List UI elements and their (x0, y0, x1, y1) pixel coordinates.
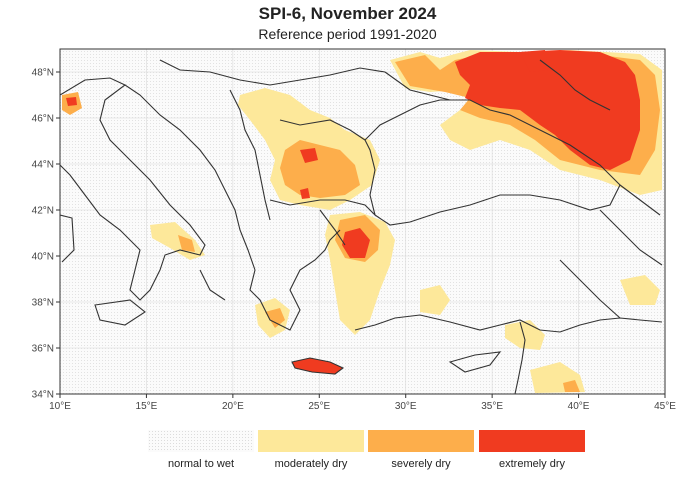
legend-swatch-moderate (258, 430, 364, 452)
y-tick-label-6: 46°N (32, 114, 54, 125)
legend-item-extreme: extremely dry (479, 430, 585, 470)
x-tick-label-2: 20°E (222, 401, 244, 412)
extreme-dry-alps (66, 97, 77, 106)
x-tick-label-4: 30°E (395, 401, 417, 412)
spi-map: 10°E 15°E 20°E 25°E 30°E 35°E 40°E 45°E 34°N 36°… (32, 48, 676, 412)
extreme-dry-ukraine (455, 50, 640, 170)
y-axis: 34°N 36°N 38°N 40°N 42°N 44°N 46°N 48°N (32, 68, 60, 401)
extreme-dry-kursk (520, 50, 548, 72)
map-subtitle: Reference period 1991-2020 (258, 26, 437, 42)
extreme-dry-balkans-2 (300, 188, 310, 199)
legend-label-normal: normal to wet (167, 458, 235, 470)
moderate-dry-east-turkey (620, 275, 660, 305)
legend-item-severe: severely dry (368, 430, 474, 470)
legend-label-extreme: extremely dry (498, 458, 566, 470)
y-tick-label-3: 40°N (32, 252, 54, 263)
y-tick-label-2: 38°N (32, 298, 54, 309)
legend-item-normal: normal to wet (148, 430, 254, 470)
legend-swatch-extreme (479, 430, 585, 452)
x-tick-label-7: 45°E (654, 401, 676, 412)
x-axis: 10°E 15°E 20°E 25°E 30°E 35°E 40°E 45°E (49, 394, 676, 412)
legend-label-moderate: moderately dry (274, 458, 348, 470)
legend: normal to wet moderately dry severely dr… (0, 430, 695, 480)
y-tick-label-4: 42°N (32, 206, 54, 217)
extreme-dry-balkans (300, 148, 318, 163)
extreme-dry-marmara (342, 228, 370, 258)
legend-label-severe: severely dry (391, 458, 451, 470)
y-tick-label-7: 48°N (32, 68, 54, 79)
legend-item-moderate: moderately dry (258, 430, 364, 470)
y-tick-label-5: 44°N (32, 160, 54, 171)
severe-dry-balkans (280, 140, 360, 198)
x-tick-label-3: 25°E (308, 401, 330, 412)
drought-areas (62, 50, 662, 393)
x-tick-label-0: 10°E (49, 401, 71, 412)
plot-frame (59, 48, 666, 395)
legend-swatch-normal (148, 430, 254, 452)
y-tick-label-0: 34°N (32, 390, 54, 401)
moderate-dry-central-turkey (420, 285, 450, 315)
x-tick-label-6: 40°E (568, 401, 590, 412)
x-tick-label-5: 35°E (481, 401, 503, 412)
severe-dry-levant (563, 380, 580, 392)
x-tick-label-1: 15°E (136, 401, 158, 412)
y-tick-label-1: 36°N (32, 344, 54, 355)
legend-swatch-severe (368, 430, 474, 452)
severe-dry-italy-apulia (178, 235, 195, 252)
severe-dry-peloponnese (265, 308, 285, 328)
coastlines-borders (60, 59, 663, 394)
map-title: SPI-6, November 2024 (258, 4, 437, 23)
